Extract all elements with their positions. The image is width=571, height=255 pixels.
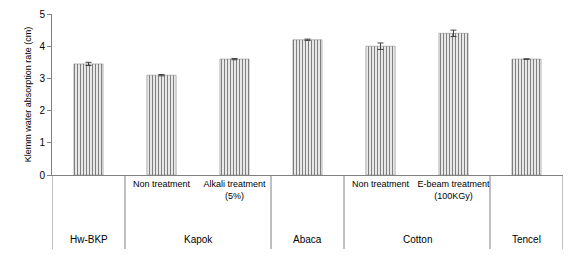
svg-text:3: 3: [39, 73, 45, 84]
svg-text:2: 2: [39, 105, 45, 116]
svg-text:Non treatment: Non treatment: [133, 179, 191, 189]
svg-text:5: 5: [39, 9, 45, 20]
svg-text:Kapok: Kapok: [184, 234, 213, 245]
svg-text:Klemm water absorption rate (c: Klemm water absorption rate (cm): [23, 27, 33, 163]
svg-text:1: 1: [39, 137, 45, 148]
svg-text:E-beam treatment(100KGy): E-beam treatment(100KGy): [417, 179, 490, 201]
svg-text:0: 0: [39, 170, 45, 181]
svg-text:Hw-BKP: Hw-BKP: [70, 234, 108, 245]
svg-text:Abaca: Abaca: [293, 234, 322, 245]
svg-text:4: 4: [39, 41, 45, 52]
svg-text:Alkali treatment(5%): Alkali treatment(5%): [203, 179, 266, 201]
svg-text:Non treatment: Non treatment: [352, 179, 410, 189]
svg-text:Tencel: Tencel: [512, 234, 541, 245]
svg-text:Cotton: Cotton: [403, 234, 432, 245]
